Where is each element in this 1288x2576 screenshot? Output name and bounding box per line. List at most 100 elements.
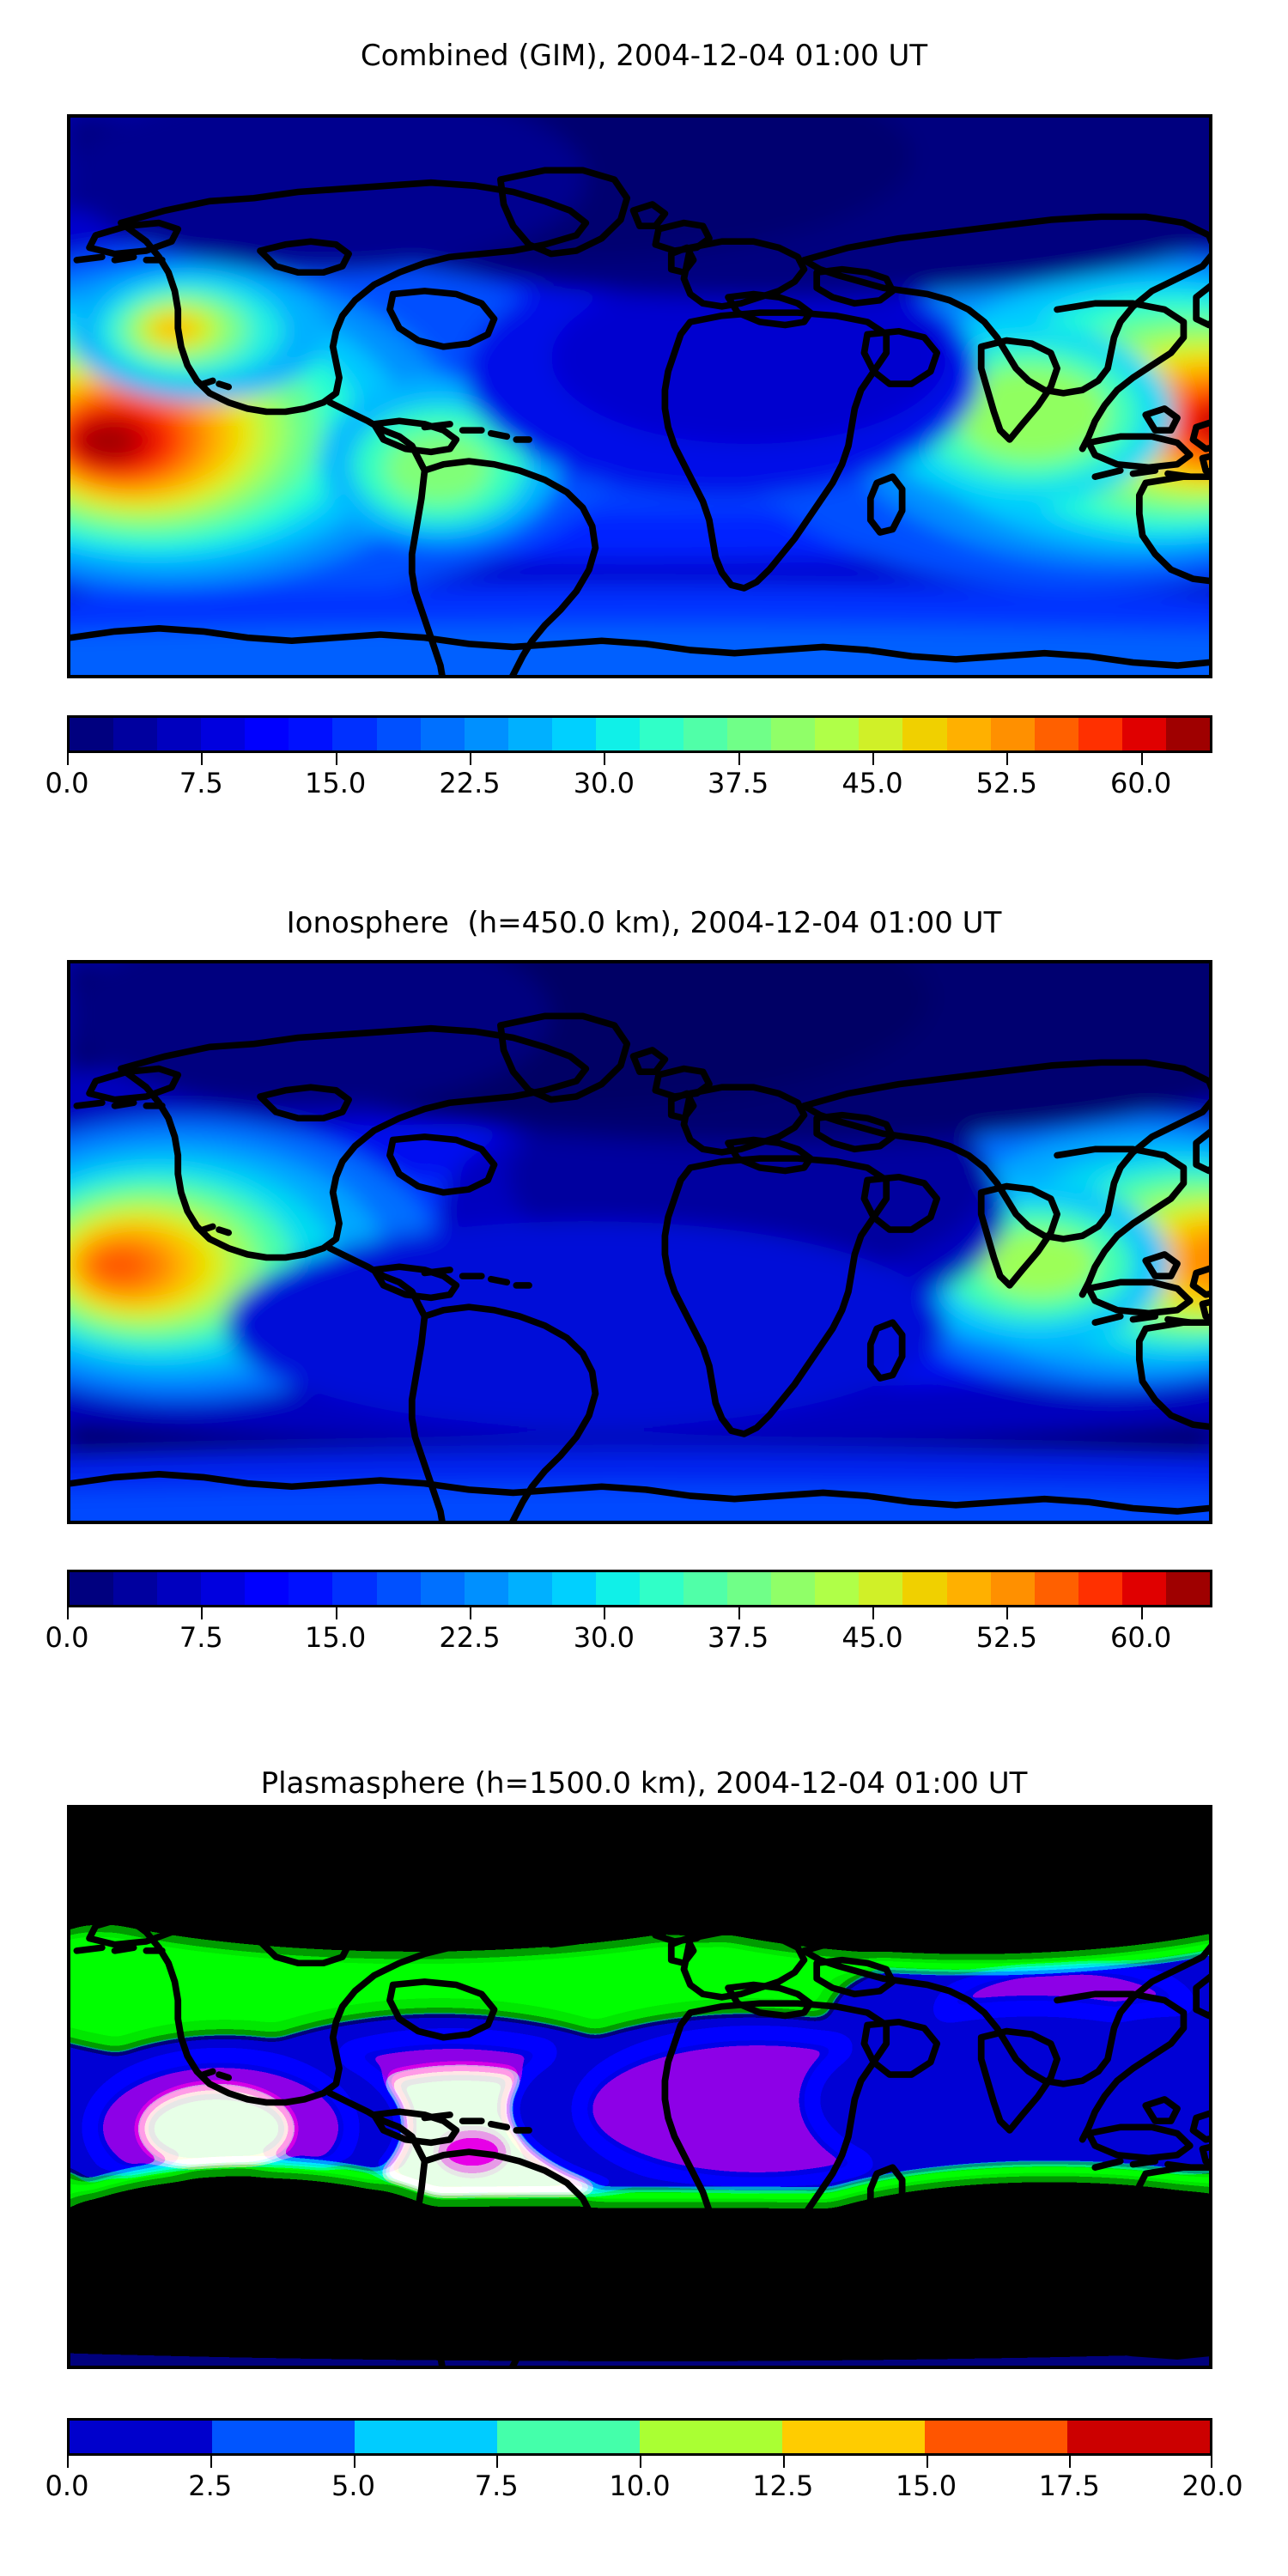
colorbar-bands-2 — [70, 2421, 1210, 2453]
colorbar-band — [1121, 1572, 1166, 1605]
colorbar-tick — [496, 2456, 499, 2468]
colorbar-band — [507, 1572, 552, 1605]
map-plasmasphere — [67, 1805, 1212, 2369]
colorbar-tick-label: 0.0 — [45, 1621, 89, 1654]
colorbar-band — [595, 1572, 641, 1605]
colorbar-tick-label: 37.5 — [708, 1621, 769, 1654]
colorbar-tick — [1211, 2456, 1212, 2468]
colorbar-band — [70, 718, 114, 750]
colorbar-tick-label: 15.0 — [895, 2470, 957, 2502]
colorbar-tick-label: 52.5 — [975, 1621, 1037, 1654]
colorbar-band — [683, 1572, 728, 1605]
colorbar-tick — [738, 1607, 740, 1619]
colorbar-tick — [1140, 753, 1143, 765]
colorbar-band — [1165, 1572, 1211, 1605]
colorbar-band — [212, 2421, 355, 2453]
colorbar-tick-label: 45.0 — [841, 1621, 903, 1654]
colorbar-band — [245, 1572, 289, 1605]
colorbar-tick — [201, 753, 204, 765]
colorbar-tick-label: 7.5 — [179, 767, 223, 799]
colorbar-band — [771, 718, 816, 750]
colorbar-tick — [469, 1607, 471, 1619]
colorbar-tick-label: 15.0 — [305, 1621, 367, 1654]
colorbar-band — [113, 1572, 158, 1605]
colorbar-band — [1067, 2421, 1210, 2453]
panel-title-ionosphere: Ionosphere (h=450.0 km), 2004-12-04 01:0… — [286, 906, 1002, 940]
colorbar-band — [859, 718, 903, 750]
colorbar-band — [420, 718, 465, 750]
colorbar-plasmasphere: 0.0 2.5 5.0 7.5 10.0 12.5 15.0 17.5 20.0 — [46, 2418, 1243, 2521]
colorbar-tick-label: 0.0 — [45, 2470, 89, 2502]
colorbar-band — [595, 718, 641, 750]
colorbar-band — [727, 718, 772, 750]
colorbar-gradient — [67, 1570, 1212, 1607]
colorbar-band — [551, 1572, 596, 1605]
colorbar-combined-gim: 0.0 7.5 15.0 22.5 30.0 37.5 45.0 52.5 60.0 — [46, 715, 1212, 818]
colorbar-tick — [782, 2456, 785, 2468]
colorbar-tick-label: 7.5 — [179, 1621, 223, 1654]
colorbar-band — [113, 718, 158, 750]
colorbar-band — [201, 1572, 246, 1605]
colorbar-band — [70, 2421, 212, 2453]
colorbar-band — [355, 2421, 497, 2453]
colorbar-ionosphere: 0.0 7.5 15.0 22.5 30.0 37.5 45.0 52.5 60.0 — [46, 1570, 1212, 1673]
colorbar-band — [1034, 1572, 1078, 1605]
colorbar-tick — [640, 2456, 641, 2468]
colorbar-band — [1121, 718, 1166, 750]
colorbar-band — [157, 1572, 202, 1605]
colorbar-tick-label: 52.5 — [975, 767, 1037, 799]
colorbar-tick — [67, 1607, 69, 1619]
colorbar-tick — [1140, 1607, 1143, 1619]
colorbar-tick-label: 2.5 — [188, 2470, 233, 2502]
colorbar-band — [420, 1572, 465, 1605]
colorbar-band — [376, 718, 421, 750]
panel-combined-gim: Combined (GIM), 2004-12-04 01:00 UT — [0, 0, 1288, 867]
colorbar-tick — [604, 1607, 606, 1619]
colorbar-band — [946, 1572, 991, 1605]
colorbar-tick-labels-0: 0.0 7.5 15.0 22.5 30.0 37.5 45.0 52.5 60.0 — [46, 767, 1212, 805]
colorbar-ticks-1 — [67, 1607, 1212, 1621]
colorbar-tick-label: 22.5 — [439, 1621, 501, 1654]
colorbar-tick — [335, 753, 337, 765]
colorbar-band — [815, 718, 860, 750]
colorbar-tick — [1006, 1607, 1009, 1619]
colorbar-band — [332, 718, 377, 750]
panel-title-plasmasphere: Plasmasphere (h=1500.0 km), 2004-12-04 0… — [260, 1766, 1028, 1801]
map-ionosphere — [67, 960, 1212, 1524]
colorbar-band — [1078, 718, 1122, 750]
colorbar-band — [902, 1572, 947, 1605]
colorbar-band — [464, 718, 508, 750]
colorbar-ticks-0 — [67, 753, 1212, 767]
colorbar-band — [551, 718, 596, 750]
colorbar-tick-label: 30.0 — [573, 767, 635, 799]
colorbar-band — [640, 718, 684, 750]
panel-title-combined-gim: Combined (GIM), 2004-12-04 01:00 UT — [360, 39, 928, 73]
colorbar-band — [640, 1572, 684, 1605]
colorbar-tick-label: 12.5 — [752, 2470, 814, 2502]
colorbar-band — [990, 1572, 1035, 1605]
colorbar-ticks-2 — [67, 2456, 1212, 2470]
colorbar-band — [289, 1572, 333, 1605]
colorbar-band — [507, 718, 552, 750]
colorbar-band — [289, 718, 333, 750]
colorbar-tick-label: 37.5 — [708, 767, 769, 799]
colorbar-band — [902, 718, 947, 750]
colorbar-band — [771, 1572, 816, 1605]
colorbar-tick-label: 20.0 — [1182, 2470, 1243, 2502]
colorbar-tick — [201, 1607, 204, 1619]
colorbar-tick — [353, 2456, 355, 2468]
colorbar-band — [464, 1572, 508, 1605]
colorbar-band — [497, 2421, 640, 2453]
colorbar-tick-label: 15.0 — [305, 767, 367, 799]
colorbar-band — [815, 1572, 860, 1605]
colorbar-tick — [67, 753, 69, 765]
colorbar-tick — [335, 1607, 337, 1619]
colorbar-band — [782, 2421, 925, 2453]
colorbar-tick-label: 5.0 — [331, 2470, 375, 2502]
colorbar-band — [332, 1572, 377, 1605]
colorbar-tick — [872, 753, 874, 765]
panel-ionosphere: Ionosphere (h=450.0 km), 2004-12-04 01:0… — [0, 867, 1288, 1735]
colorbar-tick — [1006, 753, 1009, 765]
colorbar-band — [727, 1572, 772, 1605]
